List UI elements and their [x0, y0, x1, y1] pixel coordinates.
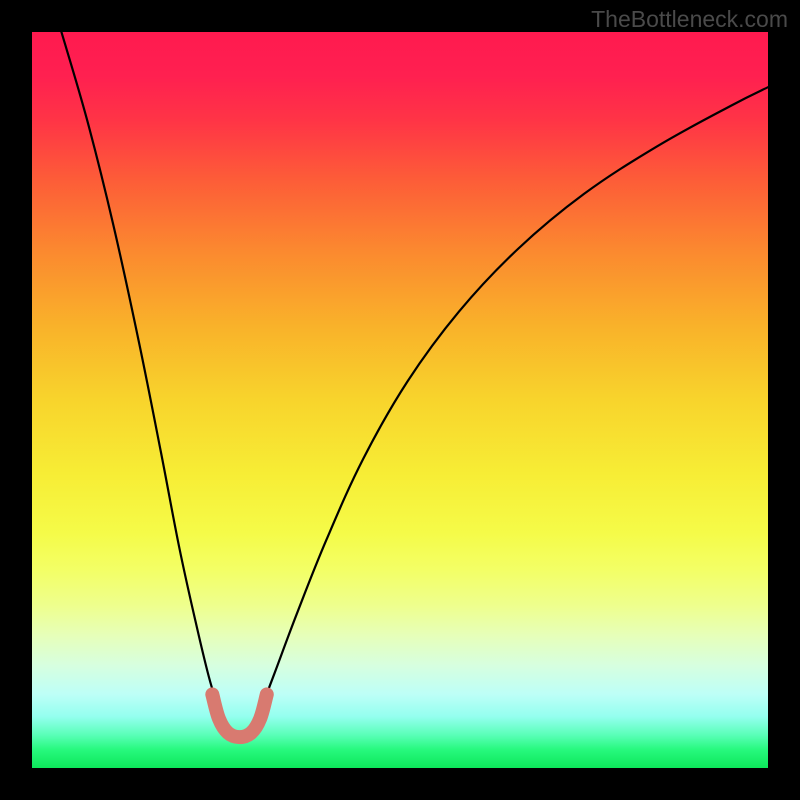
bottom-u-connector [212, 694, 266, 737]
v-curve-right-branch [262, 87, 768, 705]
watermark-text: TheBottleneck.com [591, 6, 788, 33]
plot-area [32, 32, 768, 768]
v-curve-left-branch [61, 32, 217, 705]
chart-container: TheBottleneck.com [0, 0, 800, 800]
curve-layer [32, 32, 768, 768]
